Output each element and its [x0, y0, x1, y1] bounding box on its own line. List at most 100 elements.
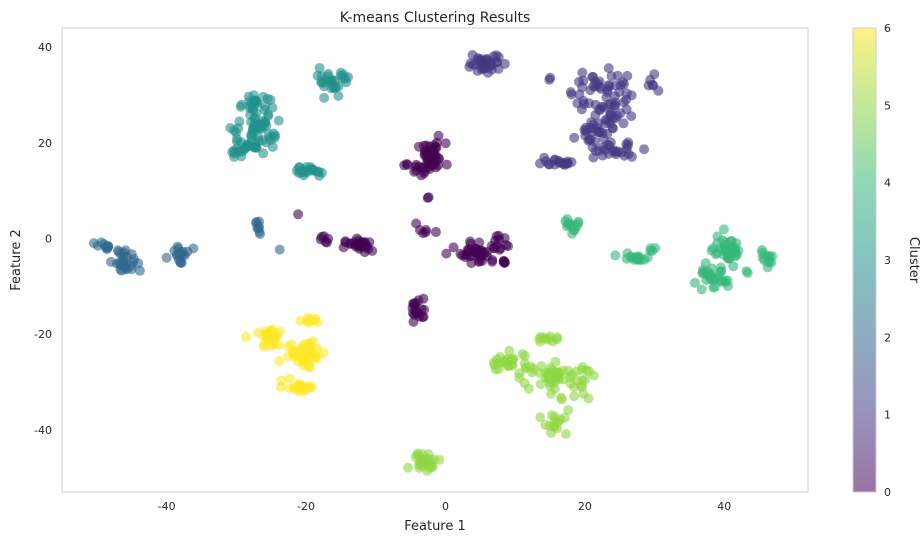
data-point-cluster-5: [577, 362, 588, 372]
data-point-cluster-5: [507, 360, 518, 371]
data-point-cluster-6: [303, 360, 314, 371]
data-point-cluster-1: [481, 53, 492, 64]
data-point-cluster-5: [563, 405, 574, 416]
y-tick-label: 0: [45, 233, 52, 246]
x-tick-label: -20: [297, 500, 315, 513]
data-point-cluster-1: [491, 57, 501, 68]
data-point-cluster-5: [508, 353, 519, 364]
data-point-cluster-0: [413, 308, 424, 318]
data-point-cluster-3: [305, 162, 316, 173]
x-tick-label: -40: [158, 500, 176, 513]
data-point-cluster-0: [421, 158, 432, 169]
data-point-cluster-5: [403, 462, 413, 473]
data-point-cluster-6: [261, 334, 272, 345]
data-point-cluster-3: [270, 130, 281, 141]
data-point-cluster-2: [103, 241, 114, 252]
data-point-cluster-5: [488, 357, 499, 368]
x-tick-label: 0: [442, 500, 449, 513]
data-point-cluster-1: [574, 89, 585, 100]
data-point-cluster-0: [411, 159, 422, 170]
data-point-cluster-1: [602, 139, 613, 150]
data-point-cluster-0: [448, 242, 459, 253]
data-point-cluster-1: [626, 90, 637, 101]
data-point-cluster-4: [689, 277, 700, 288]
data-point-cluster-0: [399, 160, 410, 171]
data-point-cluster-1: [597, 150, 608, 161]
colorbar-tick-label: 5: [884, 99, 891, 112]
colorbar-label: Cluster: [906, 237, 921, 284]
data-point-cluster-5: [517, 349, 528, 360]
data-point-cluster-0: [293, 209, 304, 220]
data-point-cluster-3: [319, 92, 330, 103]
data-point-cluster-0: [471, 244, 482, 255]
data-point-cluster-2: [128, 257, 139, 267]
data-point-cluster-4: [633, 254, 644, 265]
data-point-cluster-3: [316, 77, 327, 88]
data-point-cluster-1: [584, 98, 594, 109]
data-point-cluster-3: [273, 115, 284, 126]
data-point-cluster-0: [363, 243, 374, 254]
data-point-cluster-3: [236, 137, 247, 148]
data-point-cluster-3: [291, 165, 302, 176]
scatter-points: [88, 50, 778, 476]
data-point-cluster-1: [483, 62, 494, 73]
data-point-cluster-1: [544, 74, 555, 85]
data-point-cluster-0: [420, 227, 431, 238]
data-point-cluster-1: [577, 67, 588, 78]
data-point-cluster-0: [441, 248, 452, 259]
data-point-cluster-6: [318, 347, 329, 358]
data-point-cluster-5: [556, 392, 567, 403]
data-point-cluster-0: [422, 192, 433, 203]
data-point-cluster-5: [536, 361, 547, 372]
data-point-cluster-1: [643, 80, 654, 91]
x-tick-label: 20: [578, 500, 592, 513]
colorbar-frame: [852, 27, 877, 493]
data-point-cluster-2: [172, 241, 183, 252]
data-point-cluster-4: [724, 252, 735, 263]
data-point-cluster-2: [161, 252, 172, 263]
data-point-cluster-1: [592, 123, 603, 134]
data-point-cluster-2: [117, 255, 128, 266]
data-point-cluster-4: [610, 250, 621, 261]
data-point-cluster-0: [355, 241, 365, 252]
data-point-cluster-5: [525, 361, 536, 372]
data-point-cluster-0: [441, 159, 452, 170]
data-point-cluster-0: [477, 250, 488, 261]
data-point-cluster-6: [298, 339, 309, 350]
data-point-cluster-1: [603, 63, 614, 74]
data-point-cluster-1: [473, 54, 484, 65]
colorbar-tick-label: 6: [884, 22, 891, 35]
data-point-cluster-1: [553, 155, 564, 166]
data-point-cluster-4: [766, 257, 777, 268]
data-point-cluster-0: [338, 242, 349, 253]
data-point-cluster-3: [248, 90, 259, 101]
data-point-cluster-5: [569, 382, 580, 392]
data-point-cluster-5: [552, 423, 562, 434]
data-point-cluster-2: [188, 243, 199, 254]
data-point-cluster-0: [418, 293, 429, 304]
y-axis-ticks: -40 -20 0 20 40: [34, 41, 52, 437]
plot-background: [62, 28, 808, 492]
data-point-cluster-2: [134, 265, 145, 276]
data-point-cluster-1: [572, 98, 583, 109]
data-point-cluster-0: [495, 243, 506, 254]
data-point-cluster-2: [254, 216, 265, 227]
data-point-cluster-3: [229, 151, 240, 162]
data-point-cluster-0: [419, 150, 430, 161]
data-point-cluster-5: [535, 412, 546, 423]
data-point-cluster-6: [269, 339, 280, 350]
data-point-cluster-5: [539, 332, 550, 343]
y-tick-label: -40: [34, 424, 52, 437]
data-point-cluster-1: [606, 109, 617, 120]
data-point-cluster-1: [606, 71, 617, 82]
data-point-cluster-5: [569, 391, 579, 402]
data-point-cluster-4: [718, 224, 729, 235]
data-point-cluster-4: [712, 231, 723, 242]
x-axis-ticks: -40 -20 0 20 40: [158, 500, 732, 513]
data-point-cluster-4: [696, 284, 707, 295]
data-point-cluster-5: [561, 429, 571, 439]
data-point-cluster-5: [545, 377, 556, 388]
data-point-cluster-0: [430, 227, 441, 237]
colorbar: 0 1 2 3 4 5 6 Cluster: [852, 22, 921, 499]
data-point-cluster-5: [514, 368, 525, 379]
